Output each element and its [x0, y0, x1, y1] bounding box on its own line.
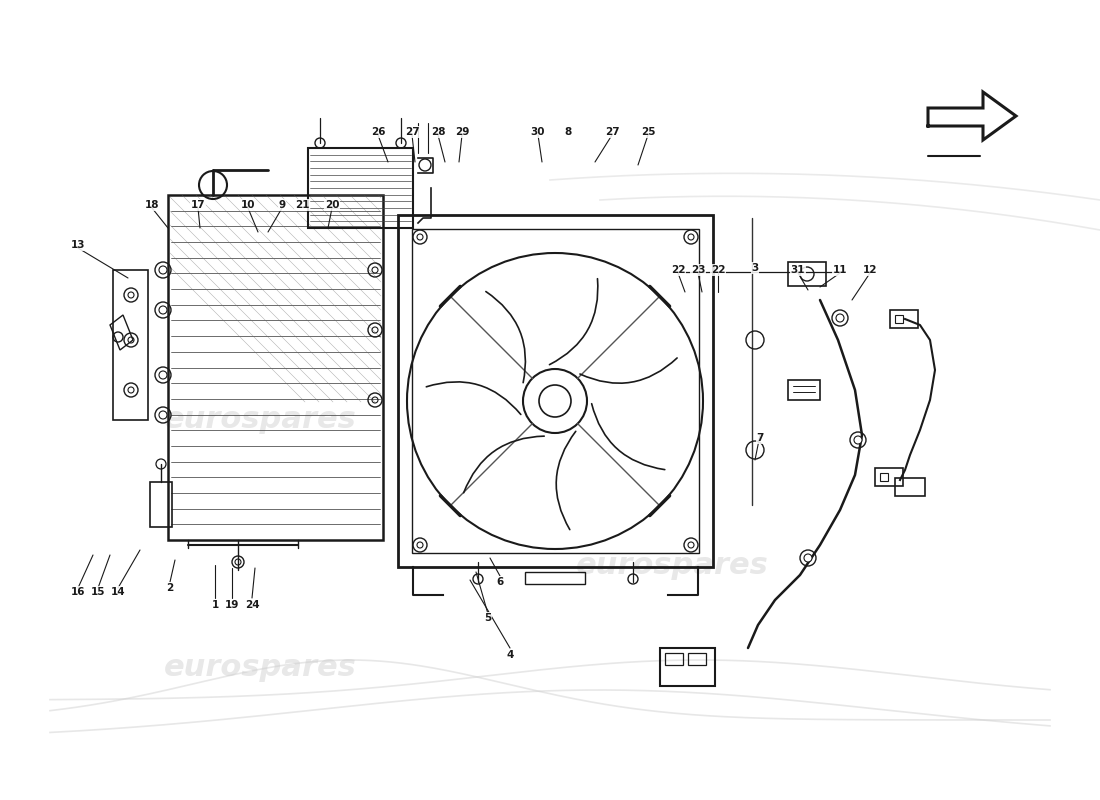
Text: 14: 14 — [111, 587, 125, 597]
Circle shape — [804, 554, 812, 562]
Text: 4: 4 — [506, 650, 514, 660]
Circle shape — [417, 542, 424, 548]
Text: eurospares: eurospares — [164, 406, 356, 434]
Bar — [412, 229, 698, 553]
Bar — [150, 482, 172, 527]
Circle shape — [688, 234, 694, 240]
Text: 20: 20 — [324, 200, 339, 210]
Text: 5: 5 — [484, 613, 492, 623]
Text: 17: 17 — [190, 200, 206, 210]
Text: eurospares: eurospares — [164, 654, 356, 682]
Text: 23: 23 — [691, 265, 705, 275]
Text: 19: 19 — [224, 600, 239, 610]
Text: 15: 15 — [90, 587, 106, 597]
Bar — [168, 195, 383, 540]
Bar — [688, 653, 706, 665]
Circle shape — [688, 542, 694, 548]
Text: 25: 25 — [640, 127, 656, 137]
Text: 11: 11 — [833, 265, 847, 275]
Text: 29: 29 — [454, 127, 470, 137]
Bar — [525, 572, 585, 584]
Text: 22: 22 — [671, 265, 685, 275]
Text: 1: 1 — [211, 600, 219, 610]
Text: 28: 28 — [431, 127, 446, 137]
Bar — [890, 310, 918, 328]
Bar — [398, 215, 713, 567]
Text: 13: 13 — [70, 240, 86, 250]
Text: 31: 31 — [791, 265, 805, 275]
Text: 21: 21 — [295, 200, 309, 210]
Text: 27: 27 — [405, 127, 419, 137]
Bar — [308, 148, 412, 228]
Text: 6: 6 — [496, 577, 504, 587]
Text: 18: 18 — [145, 200, 160, 210]
Polygon shape — [928, 92, 1016, 140]
Bar — [895, 478, 925, 496]
Text: 12: 12 — [862, 265, 878, 275]
Text: 2: 2 — [166, 583, 174, 593]
Bar — [788, 380, 820, 400]
Text: 8: 8 — [564, 127, 572, 137]
Text: 3: 3 — [751, 263, 759, 273]
Text: 22: 22 — [711, 265, 725, 275]
Circle shape — [417, 234, 424, 240]
Bar — [874, 468, 903, 486]
Bar — [895, 315, 903, 323]
Text: eurospares: eurospares — [575, 550, 769, 579]
Circle shape — [854, 436, 862, 444]
Circle shape — [836, 314, 844, 322]
Bar — [788, 262, 826, 286]
Bar — [660, 648, 715, 686]
Text: 7: 7 — [757, 433, 763, 443]
Text: 16: 16 — [70, 587, 86, 597]
Text: 24: 24 — [244, 600, 260, 610]
Bar — [666, 653, 683, 665]
Text: 10: 10 — [241, 200, 255, 210]
Circle shape — [539, 385, 571, 417]
Text: 9: 9 — [278, 200, 286, 210]
Text: 27: 27 — [605, 127, 619, 137]
Text: 26: 26 — [371, 127, 385, 137]
Bar — [880, 473, 888, 481]
Text: 30: 30 — [530, 127, 546, 137]
